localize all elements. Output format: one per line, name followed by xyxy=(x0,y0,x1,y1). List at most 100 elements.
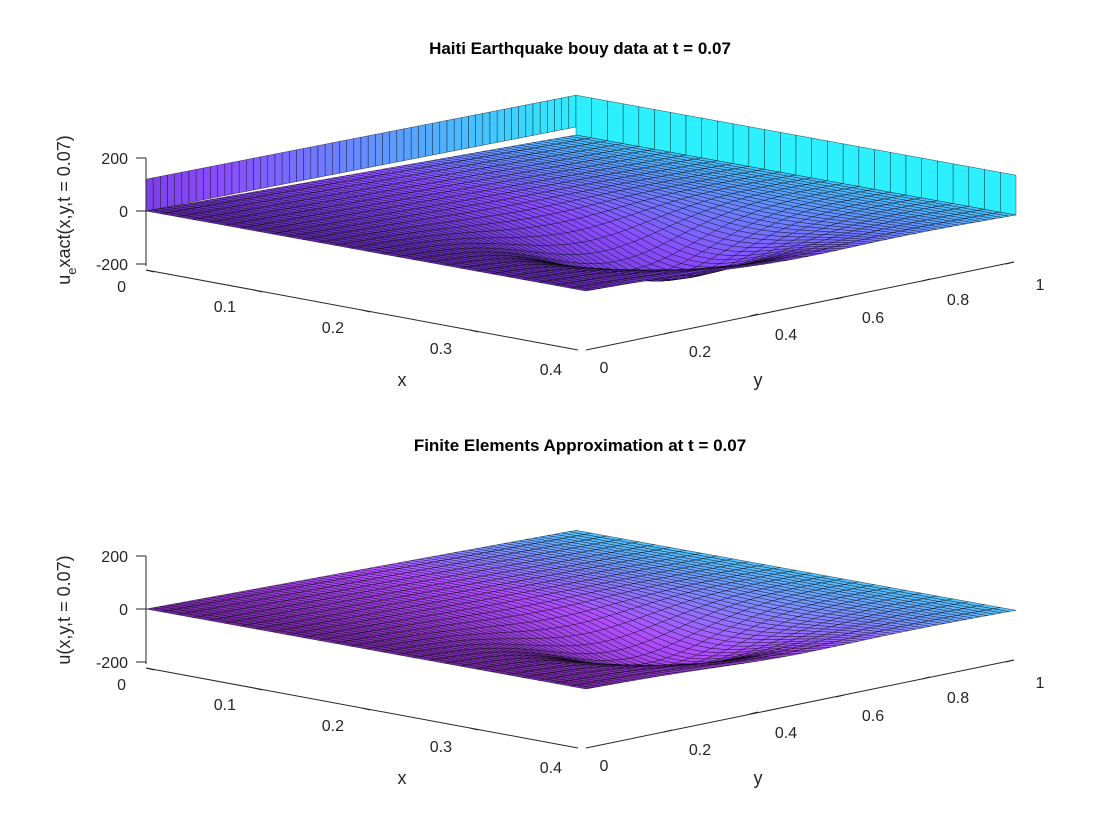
wall-patch xyxy=(260,155,269,189)
y-tick-label: 0.2 xyxy=(689,742,711,759)
wall-patch xyxy=(167,173,175,208)
surface-plot-bottom: Finite Elements Approximation at t = 0.0… xyxy=(54,436,1045,788)
wall-patch xyxy=(367,134,376,168)
wall-patch xyxy=(339,139,347,174)
plot-title: Haiti Earthquake bouy data at t = 0.07 xyxy=(429,39,731,58)
wall-patch xyxy=(267,153,276,188)
wall-patch xyxy=(453,117,462,152)
wall-patch xyxy=(952,163,970,207)
wall-patch xyxy=(145,177,154,212)
wall-patch xyxy=(685,114,702,159)
wall-patch xyxy=(346,138,355,173)
wall-patch xyxy=(748,126,765,170)
wall-patch xyxy=(532,101,541,136)
wall-patch xyxy=(921,157,938,201)
wall-patch xyxy=(670,112,687,156)
z-label-main: u xyxy=(54,275,74,285)
wall-patch xyxy=(764,129,781,173)
wall-patch xyxy=(439,120,448,154)
wall-patch xyxy=(324,142,333,177)
y-tick-label: 0.8 xyxy=(947,690,969,707)
wall-patch xyxy=(568,94,577,129)
wall-patch xyxy=(504,107,512,142)
wall-patch xyxy=(496,108,505,143)
z-axis-label: u(x,y,t = 0.07) xyxy=(54,555,74,664)
x-axis-label: x xyxy=(398,768,407,788)
wall-patch xyxy=(482,111,491,146)
plot-title: Finite Elements Approximation at t = 0.0… xyxy=(414,436,746,455)
wall-patch xyxy=(246,157,254,192)
x-tick-marks xyxy=(145,667,479,731)
wall-patch xyxy=(289,149,297,184)
wall-patch xyxy=(780,132,797,176)
wall-patch xyxy=(317,143,326,178)
wall-patch xyxy=(195,167,204,202)
wall-patch xyxy=(1000,172,1017,216)
wall-patch xyxy=(547,99,555,133)
wall-patch xyxy=(607,100,624,144)
z-axis-label: uexact(x,y,t = 0.07) xyxy=(54,135,79,284)
surface-patch xyxy=(570,684,594,690)
wall-patch xyxy=(281,150,290,185)
surface-patch xyxy=(570,286,594,292)
y-axis-label: y xyxy=(754,370,763,390)
wall-patch xyxy=(253,156,261,191)
x-tick-label: 0.4 xyxy=(540,760,562,777)
y-tick-label: 0.6 xyxy=(862,708,884,725)
wall-patch xyxy=(732,123,750,167)
wall-patch xyxy=(210,164,218,199)
z-tick-label: 200 xyxy=(101,151,128,168)
boundary-walls xyxy=(145,94,1017,216)
wall-patch xyxy=(432,121,441,156)
wall-patch xyxy=(858,146,875,190)
y-tick-label: 0.4 xyxy=(775,725,797,742)
wall-patch xyxy=(890,152,907,196)
x-tick-label: 0 xyxy=(117,279,126,296)
wall-patch xyxy=(425,122,433,157)
wall-patch xyxy=(152,176,161,210)
z-tick-label: 200 xyxy=(101,549,128,566)
y-tick-label: 1 xyxy=(1036,675,1045,692)
wall-patch xyxy=(231,160,240,195)
wall-patch xyxy=(795,134,812,179)
wall-patch xyxy=(174,171,183,206)
wall-patch xyxy=(310,145,319,180)
wall-patch xyxy=(622,103,640,147)
wall-patch xyxy=(591,97,608,141)
z-tick-label: 0 xyxy=(119,602,128,619)
y-tick-label: 1 xyxy=(1036,277,1045,294)
x-tick-label: 0 xyxy=(117,677,126,694)
y-tick-marks xyxy=(663,261,1015,335)
wall-patch xyxy=(811,137,828,181)
wall-patch xyxy=(561,96,570,131)
wall-patch xyxy=(461,115,469,150)
wall-patch xyxy=(475,113,484,147)
wall-patch xyxy=(518,104,527,139)
wall-patch xyxy=(468,114,476,149)
wall-patch xyxy=(717,120,734,164)
x-tick-label: 0.2 xyxy=(322,320,344,337)
wall-patch xyxy=(827,140,844,184)
z-tick-marks xyxy=(136,157,146,265)
wall-patch xyxy=(446,118,455,153)
wall-patch xyxy=(418,124,426,159)
wall-patch xyxy=(842,143,860,187)
wall-patch xyxy=(274,152,283,187)
wall-patch xyxy=(303,146,312,181)
wall-patch xyxy=(332,141,340,175)
wall-patch xyxy=(296,148,304,182)
wall-patch xyxy=(160,174,168,209)
x-tick-marks xyxy=(145,269,479,333)
x-axis-label: x xyxy=(398,370,407,390)
surface-plot-top: Haiti Earthquake bouy data at t = 0.07 2… xyxy=(54,39,1045,390)
y-tick-label: 0.4 xyxy=(775,327,797,344)
y-tick-marks xyxy=(663,659,1015,733)
wall-patch xyxy=(389,129,398,164)
z-tick-marks xyxy=(136,555,146,663)
y-tick-label: 0.6 xyxy=(862,310,884,327)
x-tick-label: 0.1 xyxy=(214,697,236,714)
wall-patch xyxy=(181,170,190,205)
wall-patch xyxy=(396,128,405,163)
wall-patch xyxy=(382,131,390,166)
